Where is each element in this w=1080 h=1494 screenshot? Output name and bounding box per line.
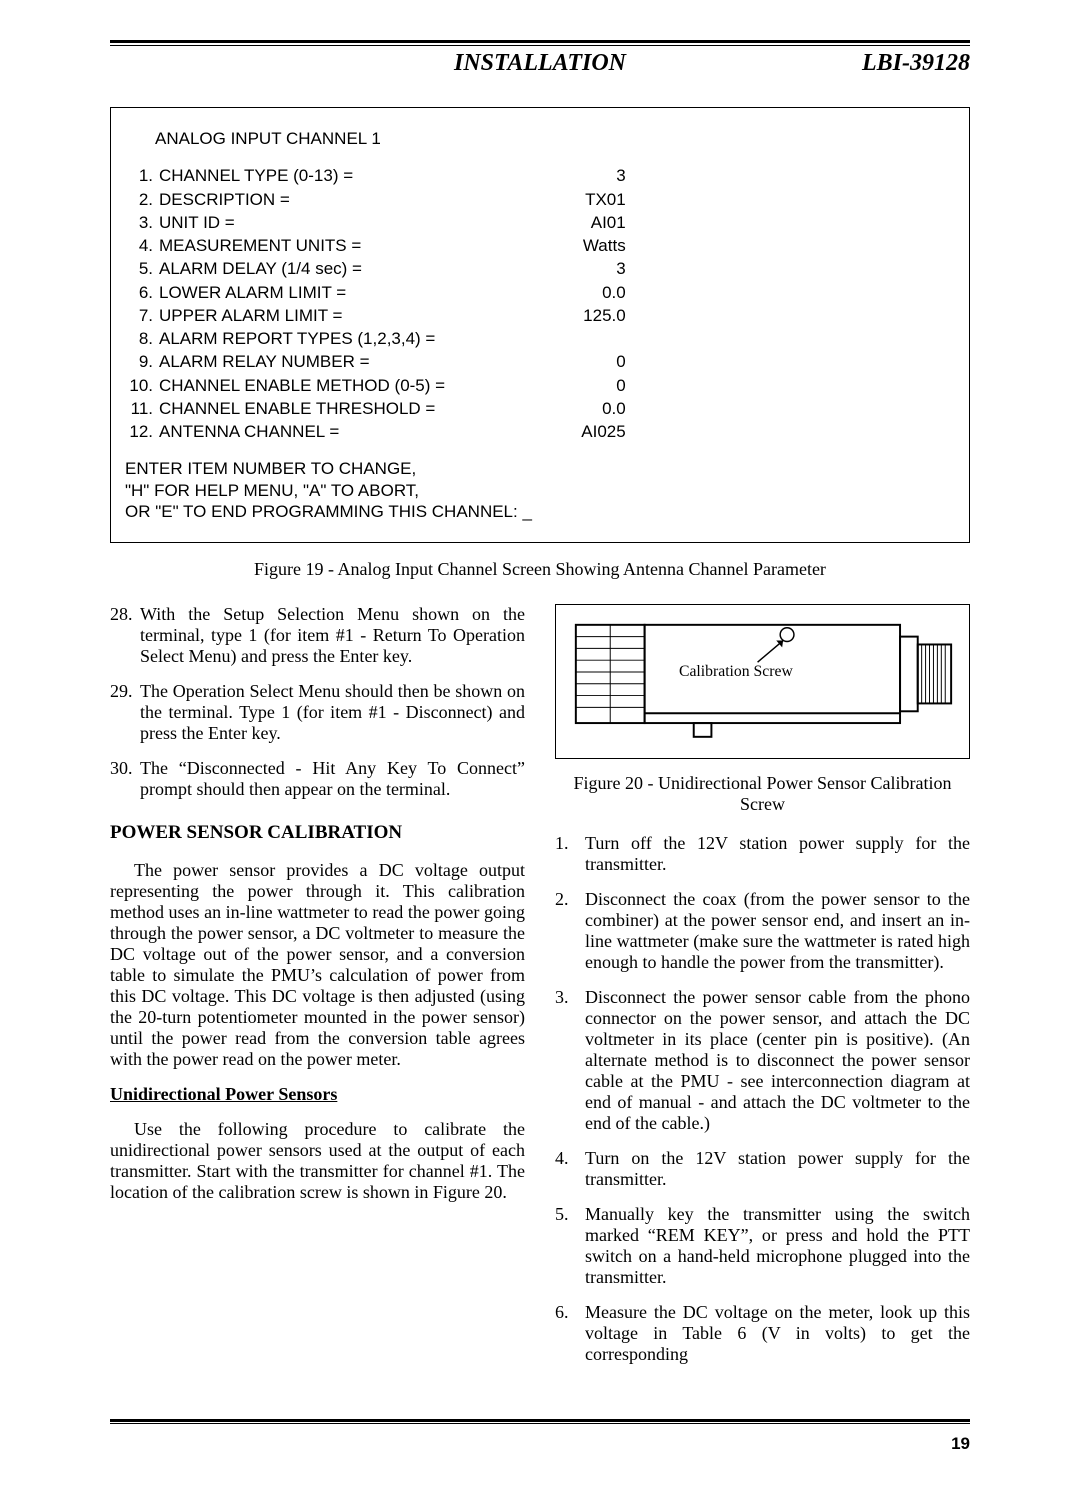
screen-param-table: 1.CHANNEL TYPE (0-13) =3 2.DESCRIPTION =T… — [125, 163, 628, 444]
left-column: 28.With the Setup Selection Menu shown o… — [110, 604, 525, 1379]
terminal-screen-box: ANALOG INPUT CHANNEL 1 1.CHANNEL TYPE (0… — [110, 107, 970, 543]
list-item: 28.With the Setup Selection Menu shown o… — [110, 604, 525, 667]
param-row: 9.ALARM RELAY NUMBER =0 — [127, 351, 626, 372]
screen-footer-line: ENTER ITEM NUMBER TO CHANGE, — [125, 458, 955, 479]
list-item: 29.The Operation Select Menu should then… — [110, 681, 525, 744]
screen-footer-line: OR "E" TO END PROGRAMMING THIS CHANNEL: … — [125, 501, 955, 522]
param-row: 4.MEASUREMENT UNITS =Watts — [127, 235, 626, 256]
header-rule-mid — [110, 45, 970, 46]
step-list-left: 28.With the Setup Selection Menu shown o… — [110, 604, 525, 800]
param-row: 11.CHANNEL ENABLE THRESHOLD =0.0 — [127, 398, 626, 419]
step-list-right: 1.Turn off the 12V station power supply … — [555, 833, 970, 1365]
header-title: INSTALLATION — [260, 50, 820, 77]
figure-20-caption: Figure 20 - Unidirectional Power Sensor … — [555, 773, 970, 815]
right-column: Calibration Screw Figure 20 - Unidirecti… — [555, 604, 970, 1379]
header-doc-id: LBI-39128 — [820, 50, 970, 77]
calibration-screw-svg: Calibration Screw — [566, 615, 959, 743]
list-item: 3.Disconnect the power sensor cable from… — [555, 987, 970, 1134]
list-item: 1.Turn off the 12V station power supply … — [555, 833, 970, 875]
list-item: 6.Measure the DC voltage on the meter, l… — [555, 1302, 970, 1365]
param-row: 7.UPPER ALARM LIMIT =125.0 — [127, 305, 626, 326]
diagram-label: Calibration Screw — [679, 663, 793, 680]
sensor-diagram: Calibration Screw — [555, 604, 970, 759]
param-row: 1.CHANNEL TYPE (0-13) =3 — [127, 165, 626, 186]
param-row: 3.UNIT ID =AI01 — [127, 212, 626, 233]
body-paragraph: Use the following procedure to calibrate… — [110, 1119, 525, 1203]
footer-rule — [110, 1419, 970, 1424]
param-row: 10.CHANNEL ENABLE METHOD (0-5) =0 — [127, 375, 626, 396]
list-item: 5.Manually key the transmitter using the… — [555, 1204, 970, 1288]
param-row: 12.ANTENNA CHANNEL =AI025 — [127, 421, 626, 442]
header-rule-top — [110, 40, 970, 43]
page-number: 19 — [110, 1434, 970, 1454]
param-row: 2.DESCRIPTION =TX01 — [127, 189, 626, 210]
page-header: INSTALLATION LBI-39128 — [110, 50, 970, 77]
param-row: 6.LOWER ALARM LIMIT =0.0 — [127, 282, 626, 303]
screen-footer-line: "H" FOR HELP MENU, "A" TO ABORT, — [125, 480, 955, 501]
list-item: 4.Turn on the 12V station power supply f… — [555, 1148, 970, 1190]
subheading: Unidirectional Power Sensors — [110, 1084, 525, 1105]
list-item: 2.Disconnect the coax (from the power se… — [555, 889, 970, 973]
param-row: 5.ALARM DELAY (1/4 sec) =3 — [127, 258, 626, 279]
list-item: 30.The “Disconnected - Hit Any Key To Co… — [110, 758, 525, 800]
section-heading: POWER SENSOR CALIBRATION — [110, 822, 525, 844]
screen-title: ANALOG INPUT CHANNEL 1 — [155, 128, 955, 149]
param-row: 8.ALARM REPORT TYPES (1,2,3,4) = — [127, 328, 626, 349]
body-paragraph: The power sensor provides a DC voltage o… — [110, 860, 525, 1070]
figure-19-caption: Figure 19 - Analog Input Channel Screen … — [110, 559, 970, 580]
